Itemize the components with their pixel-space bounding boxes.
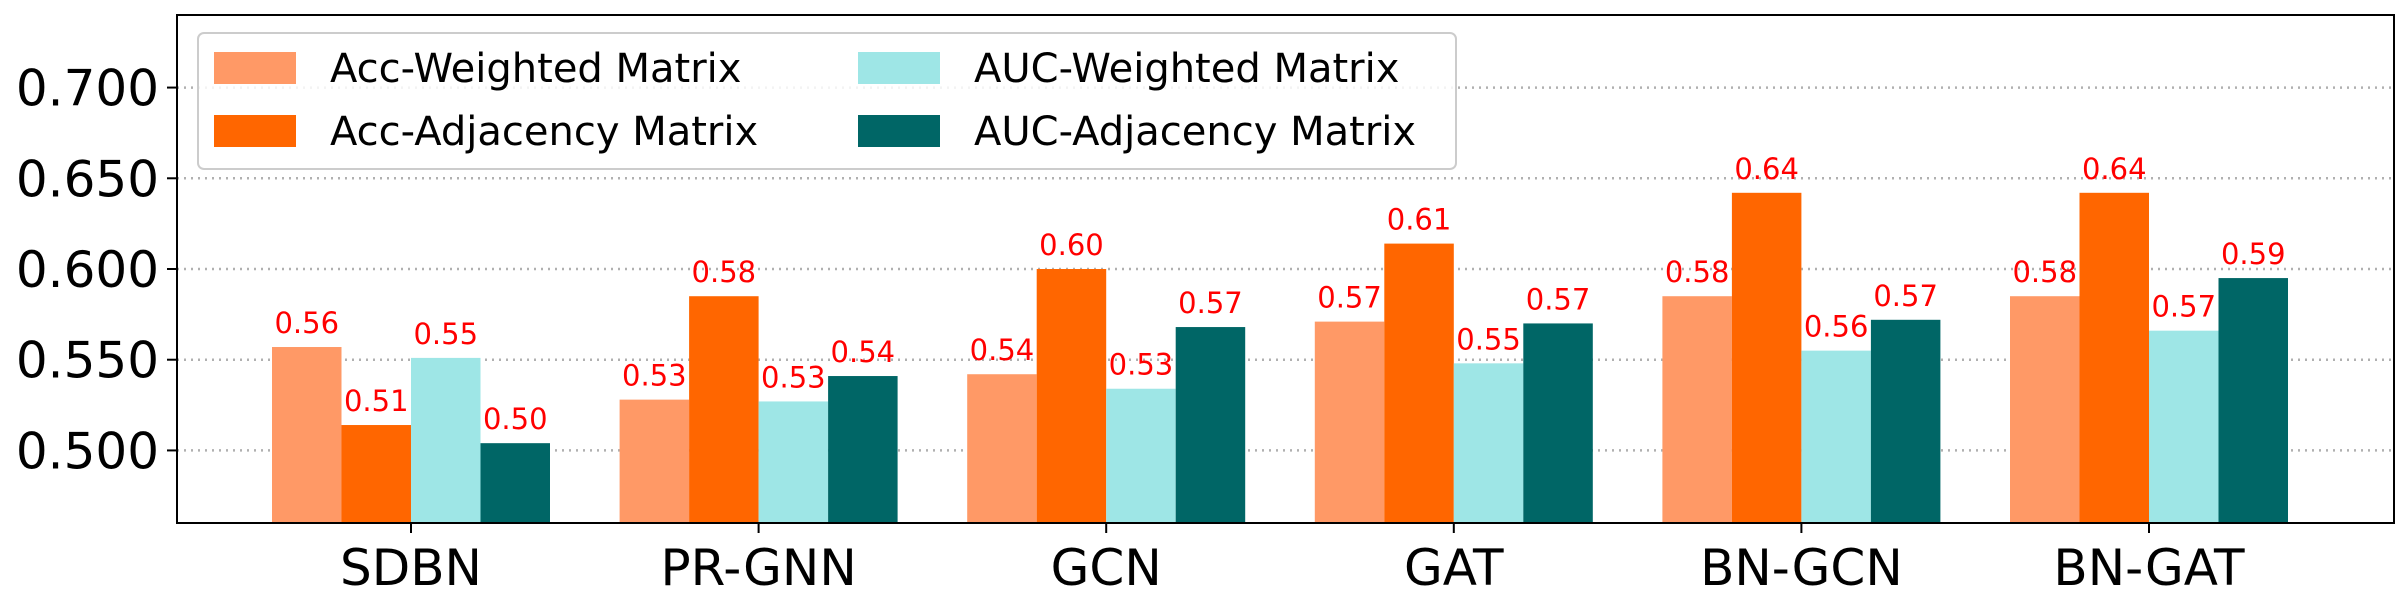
bar <box>2149 330 2219 523</box>
data-label: 0.53 <box>622 359 687 393</box>
x-tick-label: BN-GCN <box>1700 539 1903 597</box>
bar <box>411 357 481 523</box>
data-label: 0.57 <box>1873 279 1938 313</box>
bar <box>1036 269 1107 523</box>
legend-swatch <box>858 115 940 147</box>
bar <box>1384 243 1454 523</box>
data-label: 0.59 <box>2221 237 2286 271</box>
data-label: 0.54 <box>970 333 1035 367</box>
legend-label: Acc-Weighted Matrix <box>330 46 741 92</box>
data-label: 0.57 <box>1178 286 1243 320</box>
bar <box>1731 192 1802 524</box>
y-tick-label: 0.650 <box>16 150 159 208</box>
bar <box>480 443 550 523</box>
data-label: 0.53 <box>1109 348 1174 382</box>
y-tick-label: 0.500 <box>16 422 159 480</box>
data-label: 0.50 <box>483 402 548 436</box>
x-tick-label: GAT <box>1404 539 1504 597</box>
y-axis-ticks: 0.500 0.550 0.600 0.650 0.700 <box>16 60 177 480</box>
bar <box>2010 296 2080 523</box>
data-label: 0.64 <box>2082 152 2147 186</box>
x-tick-label: GCN <box>1051 539 1162 597</box>
data-label: 0.57 <box>2151 290 2216 324</box>
x-axis-ticks: SDBN PR-GNN GCN GAT BN-GCN BN-GAT <box>340 523 2245 597</box>
bar <box>758 401 829 523</box>
legend: Acc-Weighted Matrix Acc-Adjacency Matrix A… <box>197 32 1457 170</box>
bar <box>619 399 690 523</box>
data-label: 0.57 <box>1317 281 1382 315</box>
bar <box>1453 363 1524 523</box>
data-label: 0.56 <box>1804 310 1869 344</box>
legend-box <box>197 32 1457 170</box>
bar <box>1870 319 1941 523</box>
bar <box>1662 296 1732 523</box>
y-tick-label: 0.550 <box>16 332 159 390</box>
bar <box>341 425 411 523</box>
data-label: 0.54 <box>831 335 896 369</box>
bar <box>689 296 759 523</box>
bar <box>967 374 1037 523</box>
bar <box>2218 278 2288 523</box>
data-labels: 0.560.510.550.500.530.580.530.54 0.540.60… <box>274 152 2285 436</box>
data-label: 0.64 <box>1734 152 1799 186</box>
bars <box>272 192 2288 524</box>
bar <box>1523 323 1593 523</box>
data-label: 0.58 <box>2012 255 2077 289</box>
x-tick-label: PR-GNN <box>660 539 856 597</box>
data-label: 0.58 <box>1665 255 1730 289</box>
data-label: 0.58 <box>692 255 757 289</box>
bar <box>1314 321 1385 523</box>
legend-swatch <box>858 52 940 84</box>
bar <box>272 347 342 523</box>
legend-label: AUC-Weighted Matrix <box>974 46 1399 92</box>
data-label: 0.55 <box>413 317 478 351</box>
legend-swatch <box>214 52 296 84</box>
bar <box>2079 192 2149 524</box>
data-label: 0.55 <box>1456 322 1521 356</box>
data-label: 0.57 <box>1526 282 1591 316</box>
data-label: 0.51 <box>344 384 409 418</box>
y-tick-label: 0.600 <box>16 241 159 299</box>
bar <box>1801 350 1871 523</box>
bar <box>1106 388 1176 523</box>
x-tick-label: SDBN <box>340 539 482 597</box>
y-tick-label: 0.700 <box>16 60 159 118</box>
data-label: 0.61 <box>1387 203 1452 237</box>
bar <box>828 376 898 523</box>
legend-swatch <box>214 115 296 147</box>
data-label: 0.60 <box>1039 228 1104 262</box>
x-tick-label: BN-GAT <box>2053 539 2245 597</box>
bar <box>1175 327 1246 523</box>
data-label: 0.56 <box>274 306 339 340</box>
data-label: 0.53 <box>761 360 826 394</box>
legend-label: AUC-Adjacency Matrix <box>974 109 1416 155</box>
legend-label: Acc-Adjacency Matrix <box>330 109 758 155</box>
